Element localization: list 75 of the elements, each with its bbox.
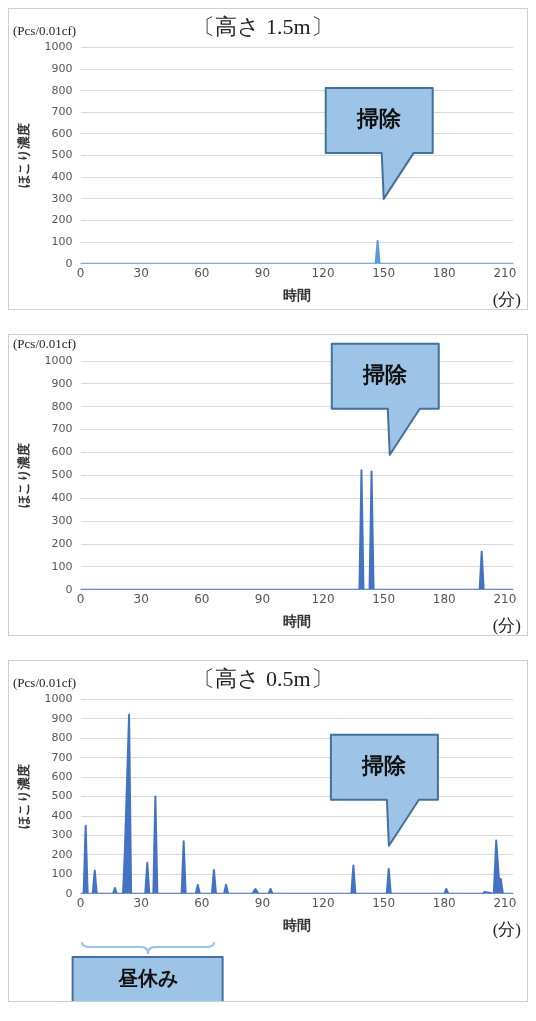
y-tick-label: 700 [51, 105, 73, 119]
y-tick-label: 900 [51, 711, 73, 725]
x-tick-label: 150 [372, 266, 396, 281]
y-tick-label: 800 [51, 399, 73, 413]
x-tick-label: 210 [493, 896, 517, 911]
annotation: 掃除 [356, 106, 403, 132]
y-tick-label: 1000 [44, 353, 73, 367]
text: (分) [492, 920, 521, 940]
x-tick-label: 180 [432, 592, 456, 607]
y-tick-label: 700 [51, 750, 73, 764]
y-tick-label: 900 [51, 61, 73, 75]
x-tick-label: 60 [194, 896, 210, 911]
y-tick-label: 200 [51, 847, 73, 861]
text: (分) [492, 290, 521, 310]
text: (分) [492, 616, 521, 636]
y-tick-label: 500 [51, 468, 73, 482]
y-tick-label: 400 [51, 808, 73, 822]
x-tick-label: 60 [194, 266, 210, 281]
x-tick-label: 150 [372, 896, 396, 911]
y-tick-label: 800 [51, 731, 73, 745]
x-tick-label: 150 [372, 592, 396, 607]
y-tick-label: 100 [51, 867, 73, 881]
y-tick-label: 0 [65, 886, 73, 900]
y-tick-label: 100 [51, 559, 73, 573]
y-tick-label: 700 [51, 422, 73, 436]
x-axis-title: 時間 [282, 917, 311, 934]
text: 昼休み [116, 966, 178, 991]
y-tick-label: 1000 [44, 40, 73, 54]
x-tick-label: 0 [76, 592, 85, 607]
x-tick-label: 90 [254, 896, 271, 911]
y-tick-label: 100 [51, 235, 73, 249]
x-axis-title: 時間 [282, 287, 311, 304]
y-tick-label: 900 [51, 376, 73, 390]
x-tick-label: 90 [254, 592, 271, 607]
y-tick-label: 300 [51, 514, 73, 528]
text: (Pcs/0.01cf) [13, 22, 77, 38]
y-tick-label: 500 [51, 148, 73, 162]
text: (Pcs/0.01cf) [13, 336, 77, 352]
x-tick-label: 90 [254, 266, 271, 281]
y-tick-label: 800 [51, 83, 73, 97]
x-tick-label: 60 [194, 592, 210, 607]
chart-title: 〔高さ 1.5m〕 [193, 13, 333, 39]
y-tick-label: 300 [51, 191, 73, 205]
y-tick-label: 0 [65, 256, 73, 270]
y-axis-title: ほこり濃度 [16, 123, 32, 189]
y-tick-label: 200 [51, 536, 73, 550]
y-tick-label: 600 [51, 126, 73, 140]
y-tick-label: 1000 [44, 692, 73, 706]
y-tick-label: 300 [51, 828, 73, 842]
x-axis-title: 時間 [282, 613, 311, 630]
y-tick-label: 500 [51, 789, 73, 803]
y-tick-label: 400 [51, 491, 73, 505]
x-tick-label: 0 [76, 896, 85, 911]
x-tick-label: 120 [311, 266, 335, 281]
x-tick-label: 180 [432, 896, 456, 911]
x-tick-label: 30 [133, 266, 149, 281]
y-tick-label: 600 [51, 445, 73, 459]
x-tick-label: 30 [133, 896, 149, 911]
x-tick-label: 120 [311, 896, 335, 911]
text: (Pcs/0.01cf) [13, 674, 77, 690]
y-axis-title: ほこり濃度 [16, 442, 32, 508]
y-tick-label: 200 [51, 213, 73, 227]
y-tick-label: 0 [65, 582, 73, 596]
x-tick-label: 210 [493, 592, 517, 607]
x-tick-label: 30 [133, 592, 149, 607]
x-tick-label: 210 [493, 266, 517, 281]
annotation: 掃除 [362, 362, 409, 388]
annotation: 掃除 [361, 753, 408, 778]
x-tick-label: 0 [76, 266, 85, 281]
chart-title: 〔高さ 0.5m〕 [193, 665, 333, 691]
y-tick-label: 400 [51, 170, 73, 184]
y-tick-label: 600 [51, 770, 73, 784]
y-axis-title: ほこり濃度 [16, 764, 32, 830]
x-tick-label: 120 [311, 592, 335, 607]
x-tick-label: 180 [432, 266, 456, 281]
